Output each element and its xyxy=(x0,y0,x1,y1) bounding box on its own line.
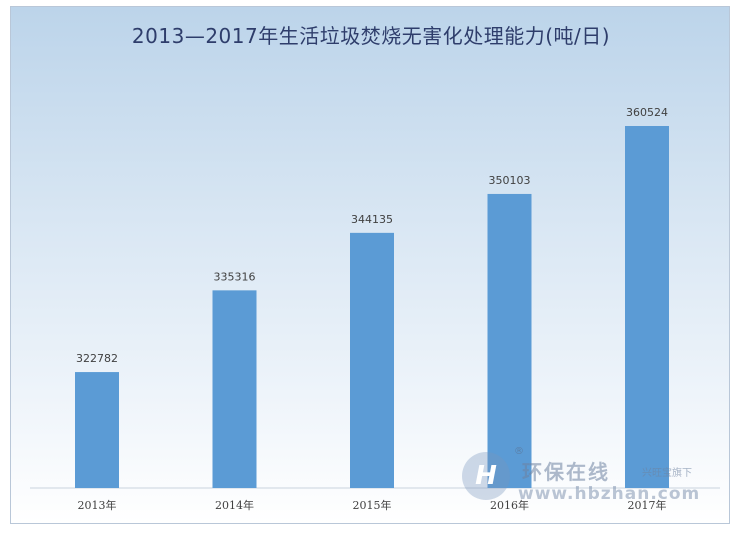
watermark-registered-mark: ® xyxy=(514,446,524,457)
data-label: 335316 xyxy=(214,270,256,283)
bar-2017年 xyxy=(625,126,669,488)
watermark: H ® 环保在线 兴旺宝旗下 www.hbzhan.com xyxy=(462,446,732,506)
data-label: 360524 xyxy=(626,106,668,119)
watermark-url: www.hbzhan.com xyxy=(518,484,701,504)
bar-2014年 xyxy=(212,290,257,488)
watermark-logo-icon: H xyxy=(462,452,510,500)
chart-title: 2013—2017年生活垃圾焚烧无害化处理能力(吨/日) xyxy=(131,24,611,48)
watermark-brand-name: 环保在线 xyxy=(522,460,610,484)
data-label: 350103 xyxy=(489,174,531,187)
x-tick-label: 2017年 xyxy=(628,498,667,512)
watermark-tagline: 兴旺宝旗下 xyxy=(642,468,692,479)
data-label: 322782 xyxy=(76,352,118,365)
data-label: 344135 xyxy=(351,213,393,226)
x-tick-label: 2013年 xyxy=(78,498,117,512)
bar-2016年 xyxy=(487,193,532,488)
bar-2013年 xyxy=(75,372,119,488)
x-tick-label: 2015年 xyxy=(353,498,392,512)
bar-2015年 xyxy=(350,232,394,488)
x-tick-label: 2014年 xyxy=(215,498,254,512)
x-tick-label: 2016年 xyxy=(490,498,529,512)
